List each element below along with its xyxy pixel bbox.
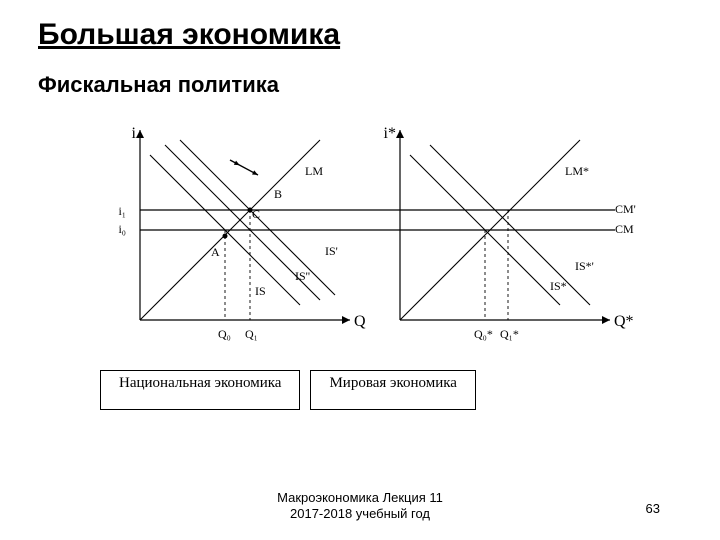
svg-text:CM': CM' <box>615 202 636 216</box>
svg-text:IS: IS <box>255 284 266 298</box>
caption-left: Национальная экономика <box>100 370 300 410</box>
svg-text:C: C <box>252 207 260 221</box>
footer: Макроэкономика Лекция 11 2017-2018 учебн… <box>0 490 720 523</box>
page-title: Большая экономика <box>38 18 340 52</box>
footer-line-2: 2017-2018 учебный год <box>0 506 720 522</box>
svg-text:IS*: IS* <box>550 279 567 293</box>
svg-text:A: A <box>211 245 220 259</box>
svg-text:IS': IS' <box>325 244 338 258</box>
svg-text:Q₁*: Q₁* <box>500 327 519 341</box>
svg-text:B: B <box>274 187 282 201</box>
is-lm-diagram: i Q LM IS IS' IS'' A BCi₁ i₀ Q₀ Q₁ i* Q* LM* IS* IS*' Q₀… <box>100 120 660 360</box>
caption-row: Национальная экономика Мировая экономика <box>100 370 640 410</box>
svg-text:Q₀: Q₀ <box>218 327 231 341</box>
page-subtitle: Фискальная политика <box>38 72 279 98</box>
svg-text:Q: Q <box>354 313 366 330</box>
svg-text:LM: LM <box>305 164 323 178</box>
svg-text:LM*: LM* <box>565 164 589 178</box>
svg-text:IS'': IS'' <box>295 269 310 283</box>
svg-text:i₀: i₀ <box>118 222 126 236</box>
svg-text:Q₀*: Q₀* <box>474 327 493 341</box>
svg-text:i*: i* <box>384 125 396 142</box>
svg-text:Q*: Q* <box>614 313 634 330</box>
svg-text:IS*': IS*' <box>575 259 594 273</box>
svg-text:i: i <box>132 125 137 142</box>
svg-text:CM: CM <box>615 222 634 236</box>
caption-right: Мировая экономика <box>310 370 476 410</box>
page-number: 63 <box>646 501 660 516</box>
footer-line-1: Макроэкономика Лекция 11 <box>0 490 720 506</box>
svg-text:Q₁: Q₁ <box>245 327 258 341</box>
svg-text:i₁: i₁ <box>118 204 126 218</box>
